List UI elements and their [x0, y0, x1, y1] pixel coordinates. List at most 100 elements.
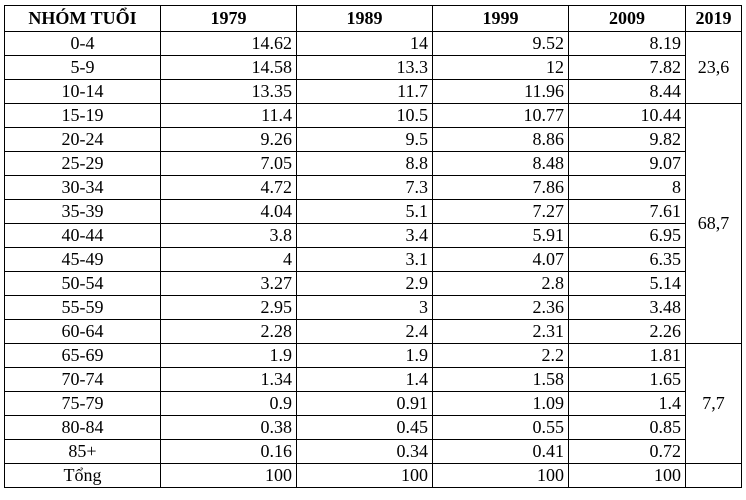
- header-cell: 1979: [160, 5, 297, 32]
- total-value: 100: [568, 463, 686, 488]
- value-cell: 5.1: [296, 199, 433, 224]
- value-cell: 8: [568, 175, 686, 200]
- age-group: 60-64: [4, 319, 161, 344]
- value-cell: 10.77: [432, 103, 569, 128]
- age-group: 10-14: [4, 79, 161, 104]
- value-cell: 9.5: [296, 127, 433, 152]
- value-cell: 8.86: [432, 127, 569, 152]
- age-group: 40-44: [4, 223, 161, 248]
- value-cell: 13.3: [296, 55, 433, 80]
- table-row: 10-14 13.35 11.7 11.96 8.44: [4, 79, 742, 104]
- value-cell: 6.95: [568, 223, 686, 248]
- total-value: 100: [432, 463, 569, 488]
- value-cell: 0.34: [296, 439, 433, 464]
- value-cell: 7.3: [296, 175, 433, 200]
- age-group: 5-9: [4, 55, 161, 80]
- value-cell: 3.27: [160, 271, 297, 296]
- value-cell: 0.91: [296, 391, 433, 416]
- value-cell: 0.9: [160, 391, 297, 416]
- value-cell: 11.96: [432, 79, 569, 104]
- value-cell: 2.26: [568, 319, 686, 344]
- age-group: 85+: [4, 439, 161, 464]
- value-cell: 1.4: [568, 391, 686, 416]
- value-cell: 7.86: [432, 175, 569, 200]
- age-group: 25-29: [4, 151, 161, 176]
- value-cell: 8.19: [568, 31, 686, 56]
- table-row: 60-64 2.28 2.4 2.31 2.26: [4, 319, 742, 344]
- total-value: 100: [296, 463, 433, 488]
- total-row: Tổng 100 100 100 100: [4, 463, 742, 488]
- group-value: 7,7: [685, 343, 742, 464]
- value-cell: 7.61: [568, 199, 686, 224]
- table-body: 0-4 14.62 14 9.52 8.19 23,6 5-9 14.58 13.3 12 7.82…: [4, 31, 742, 488]
- value-cell: 1.81: [568, 343, 686, 368]
- value-cell: 9.07: [568, 151, 686, 176]
- value-cell: 4.72: [160, 175, 297, 200]
- age-group: 80-84: [4, 415, 161, 440]
- group-value: 68,7: [685, 103, 742, 344]
- value-cell: 4.04: [160, 199, 297, 224]
- age-group: 75-79: [4, 391, 161, 416]
- value-cell: 2.9: [296, 271, 433, 296]
- value-cell: 10.5: [296, 103, 433, 128]
- value-cell: 7.27: [432, 199, 569, 224]
- header-cell: 1989: [296, 5, 433, 32]
- value-cell: 5.14: [568, 271, 686, 296]
- table-row: 55-59 2.95 3 2.36 3.48: [4, 295, 742, 320]
- table-row: 85+ 0.16 0.34 0.41 0.72: [4, 439, 742, 464]
- header-cell: NHÓM TUỔI: [4, 5, 161, 32]
- total-label: Tổng: [4, 463, 161, 488]
- value-cell: 9.82: [568, 127, 686, 152]
- table-row: 65-69 1.9 1.9 2.2 1.81 7,7: [4, 343, 742, 464]
- header-cell: 1999: [432, 5, 569, 32]
- group-value: 23,6: [685, 31, 742, 104]
- value-cell: 13.35: [160, 79, 297, 104]
- value-cell: 1.34: [160, 367, 297, 392]
- value-cell: 10.44: [568, 103, 686, 128]
- age-group: 20-24: [4, 127, 161, 152]
- value-cell: 0.72: [568, 439, 686, 464]
- value-cell: 8.8: [296, 151, 433, 176]
- table-row: 45-49 4 3.1 4.07 6.35: [4, 247, 742, 272]
- value-cell: 7.05: [160, 151, 297, 176]
- table-row: 25-29 7.05 8.8 8.48 9.07: [4, 151, 742, 176]
- value-cell: 9.26: [160, 127, 297, 152]
- table-row: 75-79 0.9 0.91 1.09 1.4: [4, 391, 742, 416]
- value-cell: 14.58: [160, 55, 297, 80]
- header-cell: 2009: [568, 5, 686, 32]
- age-group: 45-49: [4, 247, 161, 272]
- value-cell: 2.8: [432, 271, 569, 296]
- value-cell: 7.82: [568, 55, 686, 80]
- value-cell: 12: [432, 55, 569, 80]
- age-group: 30-34: [4, 175, 161, 200]
- value-cell: 2.2: [432, 343, 569, 368]
- table-row: 30-34 4.72 7.3 7.86 8: [4, 175, 742, 200]
- age-group: 35-39: [4, 199, 161, 224]
- table-row: 35-39 4.04 5.1 7.27 7.61: [4, 199, 742, 224]
- value-cell: 3.1: [296, 247, 433, 272]
- value-cell: 11.4: [160, 103, 297, 128]
- age-group: 70-74: [4, 367, 161, 392]
- value-cell: 1.4: [296, 367, 433, 392]
- value-cell: 1.9: [160, 343, 297, 368]
- header-cell: 2019: [685, 5, 742, 32]
- header-row: NHÓM TUỔI 1979 1989 1999 2009 2019: [4, 5, 742, 32]
- value-cell: 8.44: [568, 79, 686, 104]
- table-row: 15-19 11.4 10.5 10.77 10.44 68,7: [4, 103, 742, 344]
- value-cell: 1.58: [432, 367, 569, 392]
- value-cell: 9.52: [432, 31, 569, 56]
- table-row: 0-4 14.62 14 9.52 8.19 23,6: [4, 31, 742, 104]
- value-cell: 0.38: [160, 415, 297, 440]
- table-row: 40-44 3.8 3.4 5.91 6.95: [4, 223, 742, 248]
- total-value: 100: [160, 463, 297, 488]
- age-group: 15-19: [4, 103, 161, 128]
- value-cell: 4.07: [432, 247, 569, 272]
- age-group: 65-69: [4, 343, 161, 368]
- value-cell: 5.91: [432, 223, 569, 248]
- value-cell: 2.95: [160, 295, 297, 320]
- value-cell: 2.36: [432, 295, 569, 320]
- value-cell: 0.16: [160, 439, 297, 464]
- value-cell: 0.85: [568, 415, 686, 440]
- age-group: 50-54: [4, 271, 161, 296]
